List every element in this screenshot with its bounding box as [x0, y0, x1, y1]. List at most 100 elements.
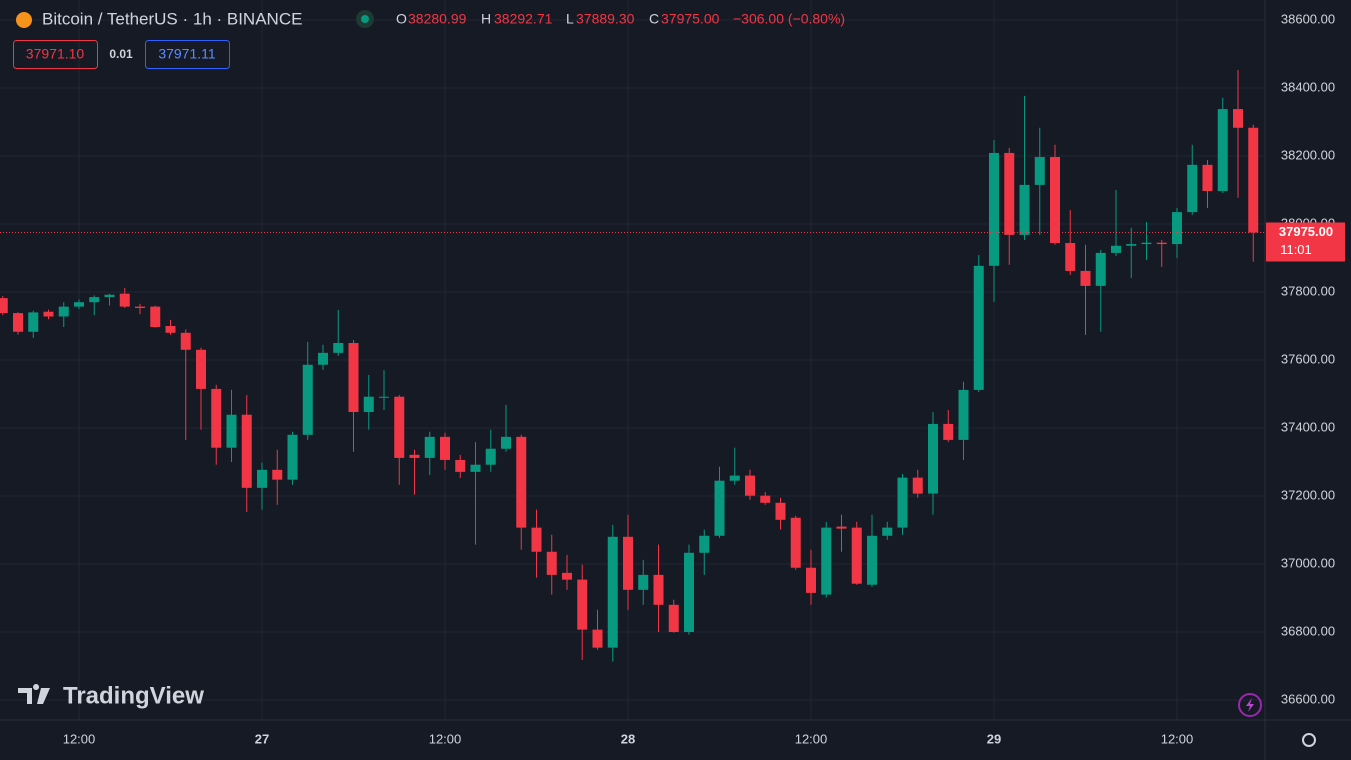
candle-body [226, 414, 237, 448]
y-tick-label: 37200.00 [1281, 487, 1335, 502]
candle-body [516, 436, 527, 528]
ohlc-value: 37975.00 [661, 11, 720, 27]
symbol-title: Bitcoin / TetherUS · 1h · BINANCE [42, 9, 302, 28]
candle-body [577, 579, 588, 630]
candle-body [1111, 245, 1121, 253]
coin-icon [16, 12, 32, 28]
candle-body [943, 423, 954, 440]
x-tick-label: 27 [255, 731, 269, 746]
candle-body [958, 389, 969, 440]
buy-button[interactable] [145, 40, 230, 69]
last-price: 37975.00 [1279, 224, 1333, 239]
candle-body [714, 480, 725, 536]
candle-body [562, 572, 572, 580]
change: −306.00 (−0.80%) [733, 11, 845, 27]
candle-body [973, 265, 984, 390]
candle-body [104, 294, 115, 298]
ohlc-label: C [649, 11, 659, 27]
price-tag: 37975.00 11:01 [0, 222, 1345, 262]
x-tick-label: 12:00 [63, 731, 96, 746]
candle-body [394, 396, 405, 458]
candle-body [1172, 212, 1182, 245]
candle-body [1004, 152, 1015, 235]
x-tick-label: 29 [987, 731, 1001, 746]
candle-body [684, 552, 694, 632]
candle-body [455, 459, 466, 472]
candle-body [821, 527, 832, 595]
candle-body [1065, 243, 1076, 271]
market-status-dot [361, 15, 369, 23]
axes: 36600.00 36800.00 37000.00 37200.00 37400.00… [63, 11, 1335, 746]
candle-body [485, 448, 496, 465]
candle-body [989, 152, 999, 266]
candle-body [119, 293, 130, 307]
candle-body [531, 527, 542, 552]
last-price-box [1266, 222, 1345, 262]
candle-body [775, 502, 786, 520]
candle-body [836, 526, 847, 529]
candle-body [302, 364, 313, 435]
countdown: 11:01 [1280, 242, 1312, 257]
candle-body [89, 297, 100, 303]
candle-body [241, 414, 252, 488]
x-tick-label: 12:00 [1161, 731, 1194, 746]
candle-body [1034, 157, 1045, 185]
candle-body [1019, 184, 1030, 235]
candle-body [348, 343, 359, 413]
candle-body [28, 312, 39, 332]
candle-body [272, 469, 283, 480]
candle-body [165, 326, 176, 333]
y-tick-label: 36600.00 [1281, 691, 1335, 706]
y-tick-label: 36800.00 [1281, 623, 1335, 638]
ohlc-label: H [481, 11, 491, 27]
candle-body [1156, 242, 1167, 245]
logo-text: TradingView [63, 682, 204, 709]
candle-body [74, 302, 84, 307]
candle-body [409, 454, 420, 458]
candle-body [363, 396, 374, 413]
sell-button[interactable] [13, 40, 98, 69]
candle-body [440, 436, 450, 460]
x-tick-label: 28 [621, 731, 635, 746]
y-tick-label: 37600.00 [1281, 351, 1335, 366]
ohlc-value: 37889.30 [576, 11, 635, 27]
candle-body [211, 388, 222, 448]
candles [0, 69, 1259, 662]
logo[interactable]: TradingView [18, 682, 204, 709]
candle-body [928, 423, 938, 494]
candle-body [653, 574, 664, 605]
logo-icon [18, 684, 50, 704]
settings-icon[interactable] [1302, 733, 1316, 747]
spread: 0.01 [109, 47, 133, 61]
x-tick-label: 12:00 [795, 731, 828, 746]
candle-body [135, 306, 145, 308]
candle-body [897, 477, 908, 528]
candle-body [790, 517, 801, 568]
candle-body [1080, 270, 1091, 286]
candle-body [13, 313, 23, 332]
alert-icon[interactable] [1238, 693, 1262, 717]
candle-body [745, 475, 755, 496]
candle-body [1095, 252, 1106, 286]
candle-body [1248, 127, 1259, 233]
candle-body [470, 464, 481, 472]
y-tick-label: 38600.00 [1281, 11, 1335, 26]
candle-body [58, 306, 69, 317]
candle-body [546, 551, 557, 575]
candle-body [1233, 109, 1243, 128]
candle-body [257, 469, 267, 488]
candle-body [1050, 157, 1060, 244]
candle-body [318, 352, 328, 365]
ohlc-label: L [566, 11, 574, 27]
candle-body [699, 535, 710, 553]
candle-body [1187, 164, 1198, 213]
candle-body [333, 343, 344, 353]
candle-body [729, 475, 740, 481]
candle-body [379, 396, 389, 398]
x-tick-label: 12:00 [429, 731, 462, 746]
candle-body [851, 527, 862, 584]
ohlc-value: 38280.99 [408, 11, 467, 27]
candle-body [638, 574, 649, 590]
candle-body [912, 477, 923, 494]
